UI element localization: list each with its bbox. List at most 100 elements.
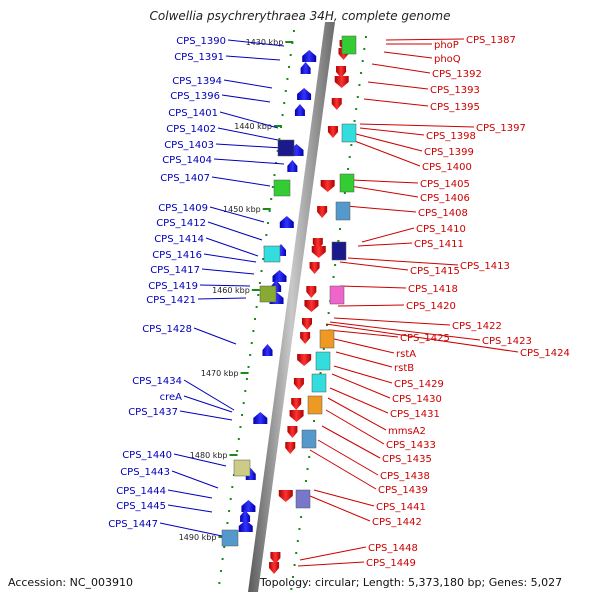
- minor-tick-left: [250, 342, 253, 344]
- forward-gene-arrow: [269, 562, 280, 574]
- minor-tick-right: [337, 240, 340, 242]
- minor-tick-right: [304, 480, 307, 482]
- minor-tick-left: [249, 354, 252, 356]
- minor-tick-right: [356, 96, 359, 98]
- forward-gene-block: [307, 395, 323, 415]
- reverse-leader-line: [199, 284, 251, 287]
- forward-gene-arrow: [311, 246, 326, 258]
- reverse-leader-line: [203, 253, 257, 263]
- reverse-gene-block: [277, 139, 295, 157]
- reverse-leader-line: [207, 221, 263, 241]
- forward-gene-arrow: [309, 262, 320, 274]
- forward-leader-line: [325, 409, 385, 445]
- forward-gene-label: CPS_1408: [418, 208, 468, 219]
- minor-tick-right: [363, 48, 366, 50]
- forward-leader-line: [333, 365, 393, 384]
- forward-gene-label: CPS_1395: [430, 102, 480, 113]
- minor-tick-right: [338, 228, 341, 230]
- minor-tick-left: [228, 510, 231, 512]
- minor-tick-left: [258, 282, 261, 284]
- forward-gene-label: CPS_1413: [460, 261, 510, 272]
- minor-tick-right: [322, 348, 325, 350]
- forward-gene-block: [295, 489, 311, 509]
- forward-strand: CPS_1387 phoP phoQ CPS_1392 CPS_1393 CPS_1395…: [269, 35, 570, 574]
- forward-gene-label: mmsA2: [388, 426, 426, 437]
- minor-tick-left: [271, 186, 274, 188]
- forward-gene-label: CPS_1438: [380, 471, 430, 482]
- forward-gene-arrow: [306, 286, 317, 298]
- reverse-leader-line: [225, 55, 281, 61]
- minor-tick-left: [237, 438, 240, 440]
- minor-tick-right: [326, 324, 329, 326]
- reverse-gene-block: [233, 459, 251, 477]
- minor-tick-right: [361, 60, 364, 62]
- kbp-marker-label: 1440 kbp: [234, 122, 272, 131]
- forward-gene-arrow: [287, 426, 298, 438]
- minor-tick-right: [364, 36, 367, 38]
- reverse-gene-arrow: [297, 88, 312, 100]
- reverse-gene-block: [259, 285, 277, 303]
- minor-tick-right: [300, 516, 303, 518]
- forward-gene-arrow: [334, 76, 349, 88]
- reverse-leader-line: [167, 504, 213, 513]
- reverse-gene-arrow: [287, 160, 298, 172]
- minor-tick-left: [288, 66, 291, 68]
- minor-tick-left: [265, 234, 268, 236]
- forward-gene-label: CPS_1418: [408, 284, 458, 295]
- minor-tick-left: [273, 174, 276, 176]
- forward-gene-arrow: [320, 180, 335, 192]
- minor-tick-right: [347, 168, 350, 170]
- minor-tick-left: [268, 210, 271, 212]
- minor-tick-right: [296, 540, 299, 542]
- forward-leader-line: [383, 51, 433, 59]
- reverse-leader-line: [211, 176, 271, 187]
- reverse-gene-label: CPS_1403: [164, 140, 214, 151]
- minor-tick-left: [231, 486, 234, 488]
- reverse-leader-line: [197, 297, 247, 300]
- forward-gene-block: [341, 123, 357, 143]
- reverse-gene-label: CPS_1445: [116, 501, 166, 512]
- reverse-leader-line: [209, 206, 265, 223]
- reverse-leader-line: [223, 79, 273, 89]
- minor-tick-right: [350, 144, 353, 146]
- reverse-gene-label: CPS_1419: [148, 281, 198, 292]
- forward-gene-label: phoQ: [434, 54, 461, 65]
- reverse-gene-block: [263, 245, 281, 263]
- reverse-gene-label: CPS_1414: [154, 234, 204, 245]
- minor-tick-left: [247, 366, 250, 368]
- reverse-strand: CPS_1390 CPS_1391 CPS_1394 CPS_1396 CPS_1401…: [108, 36, 317, 547]
- forward-leader-line: [357, 242, 413, 247]
- minor-tick-left: [279, 126, 282, 128]
- forward-leader-line: [339, 261, 409, 271]
- forward-leader-line: [327, 329, 399, 338]
- reverse-leader-line: [219, 111, 279, 129]
- minor-tick-right: [332, 276, 335, 278]
- forward-gene-arrow: [270, 552, 281, 564]
- reverse-gene-label: CPS_1391: [174, 52, 224, 63]
- forward-gene-label: CPS_1422: [452, 321, 502, 332]
- minor-tick-left: [223, 546, 226, 548]
- minor-tick-left: [257, 294, 260, 296]
- minor-tick-left: [254, 318, 257, 320]
- reverse-leader-line: [213, 158, 285, 165]
- reverse-gene-arrow: [253, 412, 268, 424]
- forward-gene-label: CPS_1410: [416, 224, 466, 235]
- forward-gene-block: [311, 373, 327, 393]
- reverse-gene-label: CPS_1401: [168, 108, 218, 119]
- reverse-gene-arrow: [262, 344, 273, 356]
- forward-leader-line: [339, 285, 407, 289]
- forward-leader-line: [371, 63, 431, 74]
- forward-leader-line: [351, 139, 421, 167]
- forward-gene-block: [315, 351, 331, 371]
- forward-leader-line: [349, 185, 419, 198]
- forward-gene-arrow: [289, 410, 304, 422]
- genome-summary: Topology: circular; Length: 5,373,180 bp…: [260, 576, 563, 589]
- reverse-leader-line: [227, 39, 285, 47]
- forward-leader-line: [321, 425, 381, 459]
- reverse-gene-label: CPS_1447: [108, 519, 158, 530]
- reverse-gene-label: CPS_1402: [166, 124, 216, 135]
- reverse-gene-arrow: [294, 104, 305, 116]
- forward-gene-label: CPS_1406: [420, 193, 470, 204]
- reverse-gene-label: CPS_1407: [160, 173, 210, 184]
- reverse-gene-label: CPS_1443: [120, 467, 170, 478]
